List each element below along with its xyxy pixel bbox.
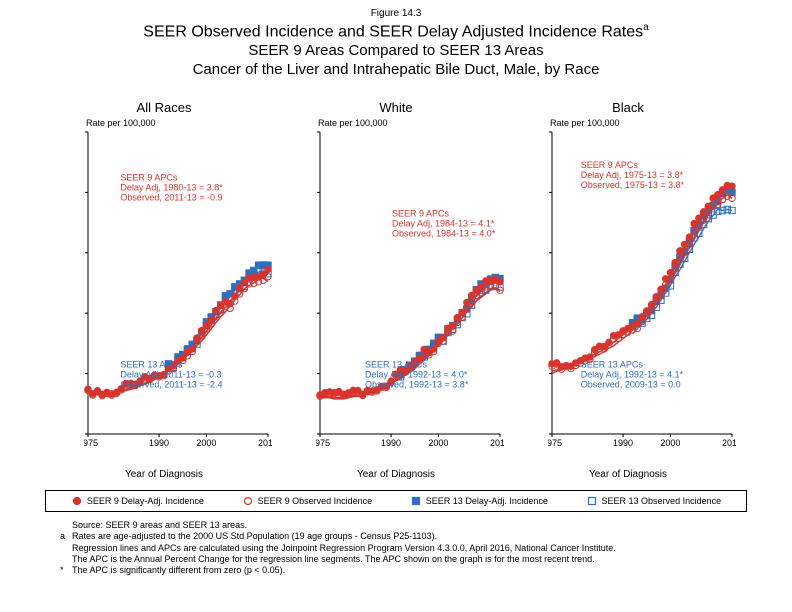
plot-area: 05101520251975199020002013SEER 9 APCsDel… <box>316 130 504 450</box>
svg-text:2000: 2000 <box>428 438 448 448</box>
title-block: SEER Observed Incidence and SEER Delay A… <box>0 22 792 80</box>
svg-text:SEER 13 APCs: SEER 13 APCs <box>365 360 428 370</box>
title-line-3: Cancer of the Liver and Intrahepatic Bil… <box>0 61 792 80</box>
svg-text:Delay Adj, 1980-13 = 3.8*: Delay Adj, 1980-13 = 3.8* <box>120 182 223 192</box>
title-line-1: SEER Observed Incidence and SEER Delay A… <box>0 22 792 42</box>
x-axis-label: Year of Diagnosis <box>282 469 510 480</box>
legend-item: SEER 9 Observed Incidence <box>242 495 373 507</box>
svg-text:Observed, 1984-13 = 4.0*: Observed, 1984-13 = 4.0* <box>392 229 496 239</box>
x-axis-label: Year of Diagnosis <box>514 469 742 480</box>
legend-item: SEER 13 Delay-Adj. Incidence <box>410 495 548 507</box>
legend-item: SEER 9 Delay-Adj. Incidence <box>71 495 204 507</box>
title-line-2: SEER 9 Areas Compared to SEER 13 Areas <box>0 42 792 61</box>
y-axis-label: Rate per 100,000 <box>318 118 388 128</box>
svg-text:Observed, 2009-13 = 0.0: Observed, 2009-13 = 0.0 <box>581 380 681 390</box>
panels-row: All Races Rate per 100,000 0510152025197… <box>50 100 742 480</box>
panel-black: Black Rate per 100,000 05101520251975199… <box>514 100 742 480</box>
svg-text:SEER 13 APCs: SEER 13 APCs <box>581 360 644 370</box>
panel-title: Black <box>514 100 742 118</box>
panel-title: White <box>282 100 510 118</box>
footnote-star: The APC is significantly different from … <box>72 565 285 576</box>
footnote-a-3: The APC is the Annual Percent Change for… <box>72 554 595 565</box>
footnote-tag-star: * <box>60 565 72 576</box>
svg-text:2000: 2000 <box>196 438 216 448</box>
legend-label: SEER 13 Observed Incidence <box>602 496 722 506</box>
y-axis-label: Rate per 100,000 <box>550 118 620 128</box>
panel-white: White Rate per 100,000 05101520251975199… <box>282 100 510 480</box>
svg-text:SEER 9 APCs: SEER 9 APCs <box>581 160 639 170</box>
footnotes: Source: SEER 9 areas and SEER 13 areas. … <box>60 520 752 576</box>
svg-text:1975: 1975 <box>316 438 330 448</box>
svg-text:Observed, 2011-13 = -2.4: Observed, 2011-13 = -2.4 <box>120 380 222 390</box>
legend-label: SEER 9 Delay-Adj. Incidence <box>87 496 204 506</box>
svg-text:SEER 9 APCs: SEER 9 APCs <box>120 172 178 182</box>
y-axis-label: Rate per 100,000 <box>86 118 156 128</box>
chart-svg: 05101520251975199020002013SEER 9 APCsDel… <box>548 130 736 450</box>
figure-label: Figure 14.3 <box>0 8 792 19</box>
svg-text:Delay Adj, 1992-13 = 4.0*: Delay Adj, 1992-13 = 4.0* <box>365 370 468 380</box>
legend: SEER 9 Delay-Adj. Incidence SEER 9 Observ… <box>45 490 747 512</box>
plot-area: 05101520251975199020002013SEER 9 APCsDel… <box>548 130 736 450</box>
svg-text:Delay Adj, 1984-13 = 4.1*: Delay Adj, 1984-13 = 4.1* <box>392 219 495 229</box>
panel-all-races: All Races Rate per 100,000 0510152025197… <box>50 100 278 480</box>
legend-label: SEER 9 Observed Incidence <box>258 496 373 506</box>
svg-text:Observed, 1975-13 = 3.8*: Observed, 1975-13 = 3.8* <box>581 180 685 190</box>
svg-text:1975: 1975 <box>548 438 562 448</box>
svg-text:Delay Adj, 2011-13 = -0.3: Delay Adj, 2011-13 = -0.3 <box>120 370 221 380</box>
chart-svg: 05101520251975199020002013SEER 9 APCsDel… <box>316 130 504 450</box>
svg-text:Delay Adj, 1992-13 = 4.1*: Delay Adj, 1992-13 = 4.1* <box>581 370 684 380</box>
legend-item: SEER 13 Observed Incidence <box>586 495 722 507</box>
svg-text:Observed, 2011-13 = -0.9: Observed, 2011-13 = -0.9 <box>120 192 222 202</box>
panel-title: All Races <box>50 100 278 118</box>
legend-label: SEER 13 Delay-Adj. Incidence <box>426 496 548 506</box>
svg-text:2013: 2013 <box>258 438 272 448</box>
svg-text:1990: 1990 <box>613 438 633 448</box>
plot-area: 05101520251975199020002013SEER 9 APCsDel… <box>84 130 272 450</box>
footnote-source: Source: SEER 9 areas and SEER 13 areas. <box>72 520 247 531</box>
svg-text:Delay Adj, 1975-13 = 3.8*: Delay Adj, 1975-13 = 3.8* <box>581 170 684 180</box>
title1-text: SEER Observed Incidence and SEER Delay A… <box>143 23 643 40</box>
footnote-tag-a: a <box>60 531 72 542</box>
svg-text:2013: 2013 <box>490 438 504 448</box>
chart-svg: 05101520251975199020002013SEER 9 APCsDel… <box>84 130 272 450</box>
svg-text:1990: 1990 <box>149 438 169 448</box>
svg-text:1975: 1975 <box>84 438 98 448</box>
svg-text:SEER 13 APCs: SEER 13 APCs <box>120 360 183 370</box>
title-sup: a <box>643 22 649 33</box>
svg-text:1990: 1990 <box>381 438 401 448</box>
x-axis-label: Year of Diagnosis <box>50 469 278 480</box>
svg-text:2013: 2013 <box>722 438 736 448</box>
svg-text:2000: 2000 <box>660 438 680 448</box>
footnote-a-2: Regression lines and APCs are calculated… <box>72 543 616 554</box>
svg-text:SEER 9 APCs: SEER 9 APCs <box>392 209 450 219</box>
footnote-a-1: Rates are age-adjusted to the 2000 US St… <box>72 531 437 542</box>
svg-text:Observed, 1992-13 = 3.8*: Observed, 1992-13 = 3.8* <box>365 380 469 390</box>
